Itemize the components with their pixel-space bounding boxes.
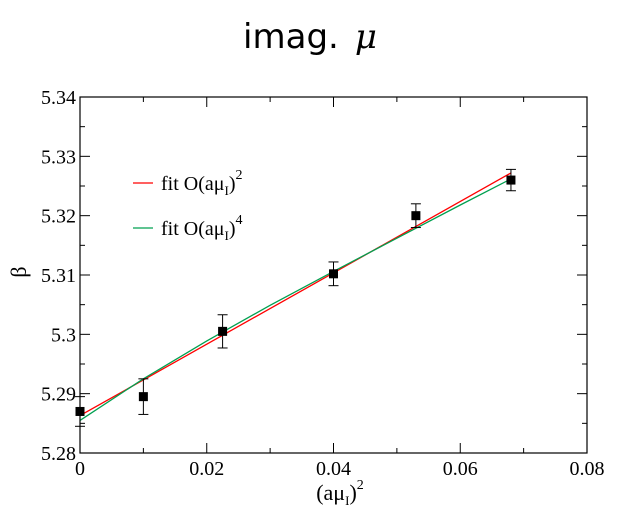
y-tick-label: 5.28: [41, 443, 76, 465]
plot-area: 0 0.02 0.04 0.06 0.08 5.28 5.29 5.3 5.31 5.32 5.33…: [41, 87, 605, 480]
chart-title: imag. μ: [243, 17, 377, 57]
y-tick-label: 5.34: [41, 87, 76, 109]
x-tick-label: 0.08: [570, 458, 605, 480]
legend-entry-sup: 2: [236, 168, 243, 183]
data-point-group: [505, 168, 516, 192]
data-point: [75, 406, 85, 416]
chart-title-text: imag.: [243, 17, 339, 57]
data-point-group: [138, 378, 149, 415]
y-axis-label: β: [6, 266, 31, 277]
data-point-group: [328, 261, 339, 287]
y-tick-label: 5.31: [41, 265, 76, 287]
chart-title-symbol: μ: [355, 17, 377, 57]
x-axis-label-sup: 2: [357, 478, 364, 493]
data-point: [506, 175, 516, 185]
legend-entry-sub: I: [224, 228, 228, 243]
x-tick-label: 0: [75, 458, 85, 480]
y-tick-label: 5.3: [51, 324, 76, 346]
fit-line-1: [79, 172, 512, 417]
data-point: [329, 269, 338, 279]
data-point: [218, 326, 228, 336]
x-tick-label: 0.04: [316, 458, 351, 480]
legend-entry-2: fit O(aμI)4: [161, 213, 243, 243]
y-tick-label: 5.32: [41, 206, 76, 228]
fit-line-2: [79, 178, 512, 421]
data-point-group: [217, 314, 228, 349]
legend-entry-close: ): [229, 218, 236, 240]
x-axis-label-sub: I: [345, 493, 349, 508]
data-point: [411, 211, 421, 221]
x-axis-label-base: (aμ: [316, 480, 345, 505]
legend-entry-base: fit O(aμ: [161, 173, 224, 195]
legend-entry-close: ): [229, 173, 236, 195]
y-tick-label: 5.33: [41, 146, 76, 168]
x-tick-label: 0.06: [443, 458, 478, 480]
data-point-group: [75, 396, 85, 427]
legend-entry-1: fit O(aμI)2: [161, 168, 243, 198]
legend-entry-sup: 4: [236, 213, 243, 228]
x-axis-label-close: ): [349, 480, 356, 505]
y-tick-label: 5.29: [41, 384, 76, 406]
legend-entry-sub: I: [224, 183, 228, 198]
x-tick-label: 0.02: [189, 458, 224, 480]
legend-entry-base: fit O(aμ: [161, 218, 224, 240]
data-point-group: [410, 203, 421, 229]
x-axis-label: (aμI)2: [316, 478, 364, 508]
data-point: [138, 392, 148, 402]
